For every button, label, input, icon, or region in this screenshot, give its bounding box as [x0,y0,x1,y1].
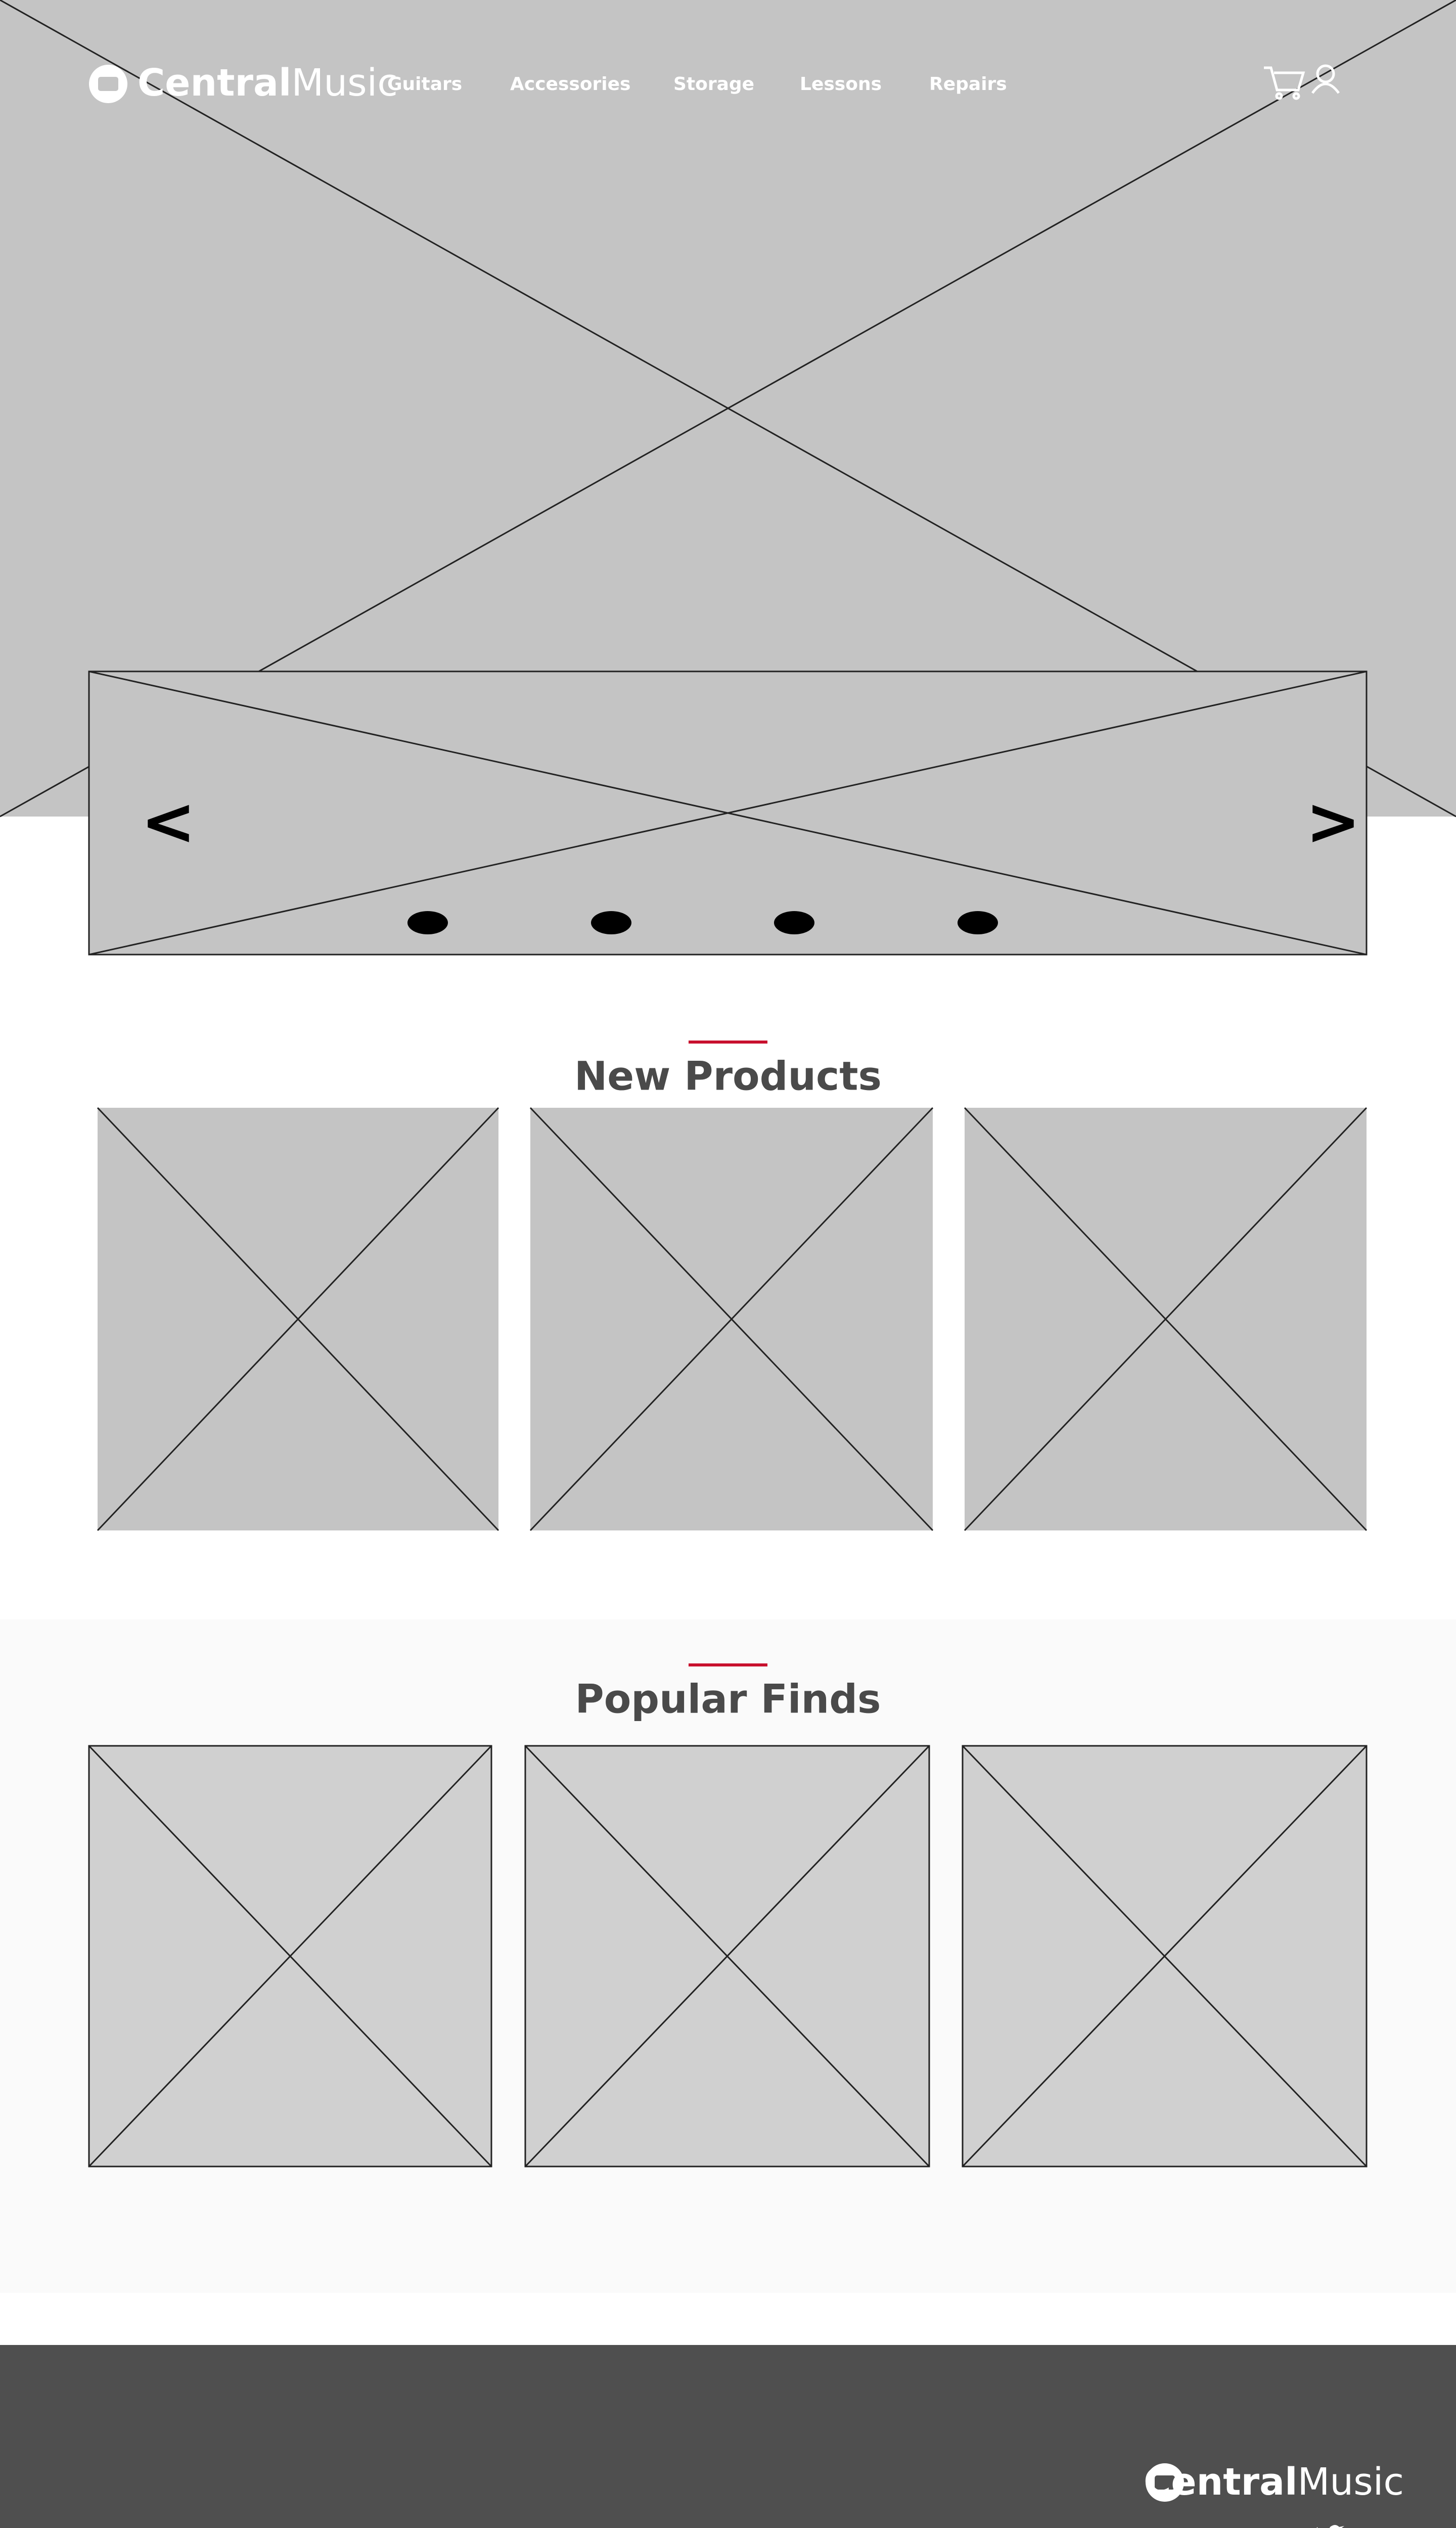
cards [88,1107,1368,2168]
placeholder-line [529,1107,934,1531]
placeholder-line [88,1745,492,2168]
placeholder-line [524,1745,930,2168]
placeholder-line [962,1745,1368,2168]
cart-wheel [1275,92,1283,100]
carousel-next[interactable]: > [1306,783,1361,860]
account-icon[interactable] [1311,64,1340,94]
brand-bold: Central [138,61,291,105]
product-card[interactable] [964,1107,1368,1531]
social-icons [1316,2525,1344,2528]
logo-icon-detail [98,77,118,91]
account-body [1311,82,1340,94]
account-head [1316,64,1335,83]
footer-brand-name: CentralMusic [1144,2460,1404,2504]
footer [0,2345,1456,2528]
placeholder-line [964,1107,1368,1531]
product-card[interactable] [97,1107,499,1531]
carousel-prev[interactable]: < [141,783,196,860]
nav-link[interactable]: Lessons [800,74,882,95]
cart-shape [1264,66,1305,92]
placeholder-line [97,1107,499,1531]
carousel-dot[interactable] [407,911,448,934]
cart-wheel [1292,92,1300,100]
brand-name: CentralMusic [138,61,398,105]
section-title: Popular Finds [575,1677,881,1722]
carousel-dot[interactable] [774,911,814,934]
brand-logo[interactable]: CentralMusic [89,61,398,105]
section-accent [689,1041,767,1044]
twitter-icon[interactable] [1316,2525,1344,2528]
carousel-dot[interactable] [958,911,998,934]
carousel-dot[interactable] [591,911,631,934]
product-card[interactable] [88,1745,492,2168]
brand-light: Music [1297,2460,1404,2504]
nav-link[interactable]: Accessories [510,74,630,95]
product-card[interactable] [529,1107,934,1531]
section-title: New Products [574,1054,882,1099]
logo-icon-detail [1155,2475,1175,2490]
footer-logo[interactable]: CentralMusic [1144,2460,1404,2504]
product-card[interactable] [962,1745,1368,2168]
brand-light: Music [291,61,398,105]
nav-link[interactable]: Guitars [387,74,462,95]
product-card[interactable] [524,1745,930,2168]
nav-link[interactable]: Repairs [929,74,1007,95]
cart-icon[interactable] [1264,66,1305,100]
nav-link[interactable]: Storage [673,74,754,95]
brand-bold: Central [1144,2460,1297,2504]
placeholder-line [88,670,1367,956]
section-accent [689,1663,767,1666]
nav: Guitars Accessories Storage Lessons Repairs [387,74,1007,95]
